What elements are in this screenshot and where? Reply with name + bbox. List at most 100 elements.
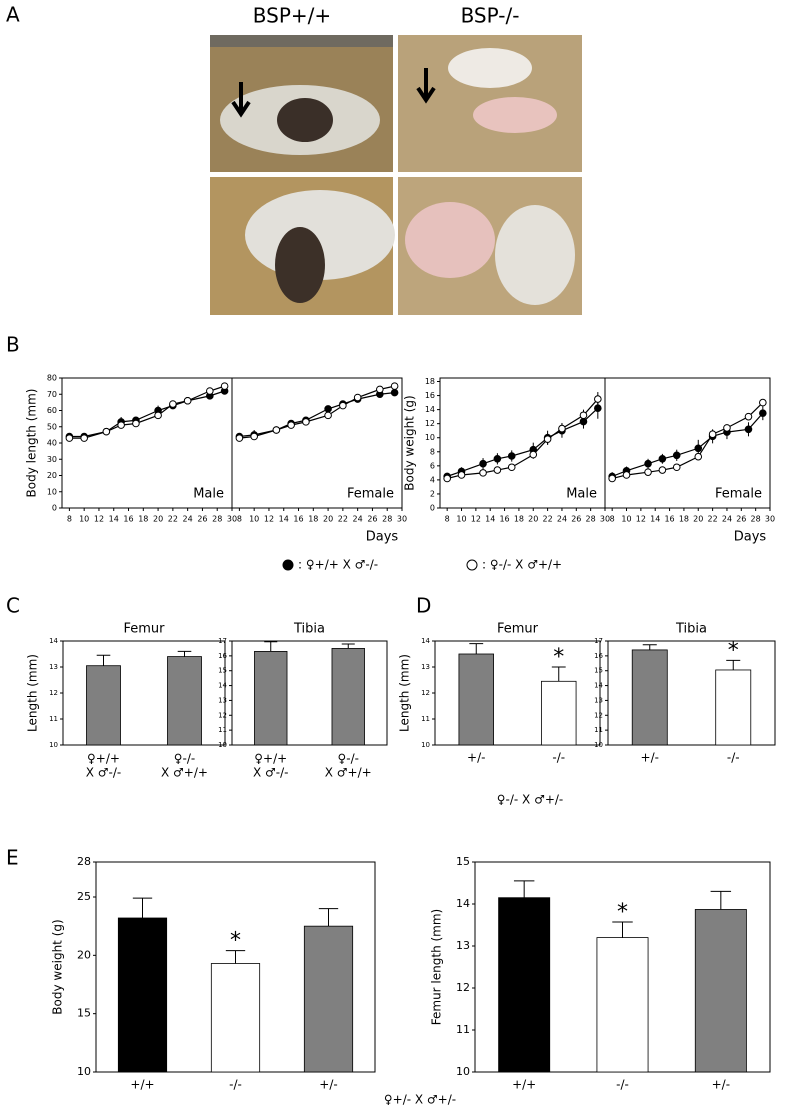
y-tick-label: 12 xyxy=(425,419,435,428)
data-point xyxy=(543,435,552,443)
y-tick-label: 11 xyxy=(456,1023,470,1036)
data-point xyxy=(457,471,466,479)
y-tick-label: 14 xyxy=(218,682,227,690)
x-tick-label: 20 xyxy=(153,515,163,524)
panel-label: B xyxy=(6,333,20,357)
plot-frame xyxy=(607,640,776,746)
plot-frame xyxy=(231,640,388,746)
legend-marker xyxy=(466,559,478,571)
significance-mark: * xyxy=(728,638,739,663)
photo-detail xyxy=(277,98,333,142)
data-point xyxy=(117,421,125,429)
x-tick-label: 24 xyxy=(183,515,193,524)
data-point xyxy=(479,469,487,477)
y-tick-label: 20 xyxy=(77,948,91,961)
y-axis-label: Length (mm) xyxy=(26,654,40,732)
y-tick-label: 10 xyxy=(594,741,603,749)
legend-label: : ♀+/+ X ♂-/- xyxy=(298,558,378,572)
data-point xyxy=(672,463,681,472)
data-point xyxy=(608,474,616,483)
cross-label: ♀+/- X ♂+/- xyxy=(384,1093,456,1107)
bar xyxy=(210,963,261,1073)
chart-title: Femur xyxy=(123,622,165,637)
x-tick-label: 30 xyxy=(765,515,775,524)
y-axis-label: Body weight (g) xyxy=(403,395,417,490)
data-point xyxy=(324,405,332,413)
x-tick-label: 30 xyxy=(397,515,407,524)
x-tick-label: X ♂-/- xyxy=(253,766,289,780)
data-point xyxy=(102,427,111,436)
y-tick-label: 14 xyxy=(456,897,470,910)
bar xyxy=(458,653,494,746)
y-tick-label: 14 xyxy=(425,405,435,414)
y-tick-label: 14 xyxy=(421,637,430,645)
x-tick-label: -/- xyxy=(727,751,740,765)
y-tick-label: 12 xyxy=(594,711,603,719)
y-tick-label: 20 xyxy=(47,471,57,480)
x-tick-label: 14 xyxy=(279,515,289,524)
x-tick-label: ♀+/+ xyxy=(254,752,287,766)
y-axis-label: Body weight (g) xyxy=(51,919,65,1014)
error-bar xyxy=(612,921,633,938)
y-tick-label: 40 xyxy=(47,439,57,448)
y-tick-label: 50 xyxy=(47,422,57,431)
x-tick-label: 12 xyxy=(471,515,481,524)
y-tick-label: 11 xyxy=(594,726,603,734)
y-tick-label: 11 xyxy=(49,715,58,723)
x-tick-label: 12 xyxy=(94,515,104,524)
significance-mark: * xyxy=(617,900,628,925)
x-tick-label: X ♂-/- xyxy=(86,766,122,780)
panel-label: E xyxy=(6,846,19,870)
data-point xyxy=(390,382,399,390)
data-point xyxy=(272,426,281,434)
data-point xyxy=(376,385,384,394)
data-point xyxy=(132,419,140,428)
y-tick-label: 16 xyxy=(594,652,603,660)
error-bar xyxy=(642,644,657,650)
y-tick-label: 8 xyxy=(430,447,435,456)
y-tick-label: 14 xyxy=(594,682,603,690)
photo-detail xyxy=(448,48,532,88)
series-line xyxy=(239,385,395,439)
significance-mark: * xyxy=(230,929,241,954)
data-point xyxy=(287,421,295,429)
x-tick-label: 22 xyxy=(338,515,348,524)
plot-frame xyxy=(62,640,226,746)
x-tick-label: 30 xyxy=(227,515,237,524)
data-point xyxy=(154,411,162,420)
x-tick-label: 28 xyxy=(382,515,392,524)
panel-label: D xyxy=(416,594,431,618)
x-tick-label: 24 xyxy=(557,515,567,524)
panel-name: Female xyxy=(715,487,762,502)
x-tick-label: 20 xyxy=(323,515,333,524)
photos xyxy=(210,35,582,315)
x-tick-label: 22 xyxy=(708,515,718,524)
data-point xyxy=(443,474,451,483)
y-axis-label: Length (mm) xyxy=(398,654,412,732)
series-line xyxy=(239,392,395,438)
x-tick-label: +/- xyxy=(319,1078,337,1092)
data-point xyxy=(622,471,631,479)
y-axis-label: Femur length (mm) xyxy=(430,909,444,1025)
x-tick-label: 20 xyxy=(693,515,703,524)
photo-detail xyxy=(210,35,393,47)
error-bar xyxy=(225,950,246,964)
panel-label: A xyxy=(6,3,20,27)
data-point xyxy=(493,466,502,474)
error-bar xyxy=(132,897,153,918)
data-point xyxy=(235,434,244,442)
data-point xyxy=(759,409,767,417)
x-tick-label: -/- xyxy=(552,751,565,765)
x-tick-label: 18 xyxy=(308,515,318,524)
error-bar xyxy=(551,666,566,682)
x-tick-label: 16 xyxy=(293,515,303,524)
genotype-label: BSP+/+ xyxy=(253,4,331,28)
y-tick-label: 6 xyxy=(430,461,435,470)
x-tick-label: +/+ xyxy=(130,1078,154,1092)
data-point xyxy=(324,411,332,420)
plot-frame xyxy=(434,640,601,746)
y-tick-label: 70 xyxy=(47,390,57,399)
y-tick-label: 17 xyxy=(218,637,227,645)
data-point xyxy=(594,395,602,403)
